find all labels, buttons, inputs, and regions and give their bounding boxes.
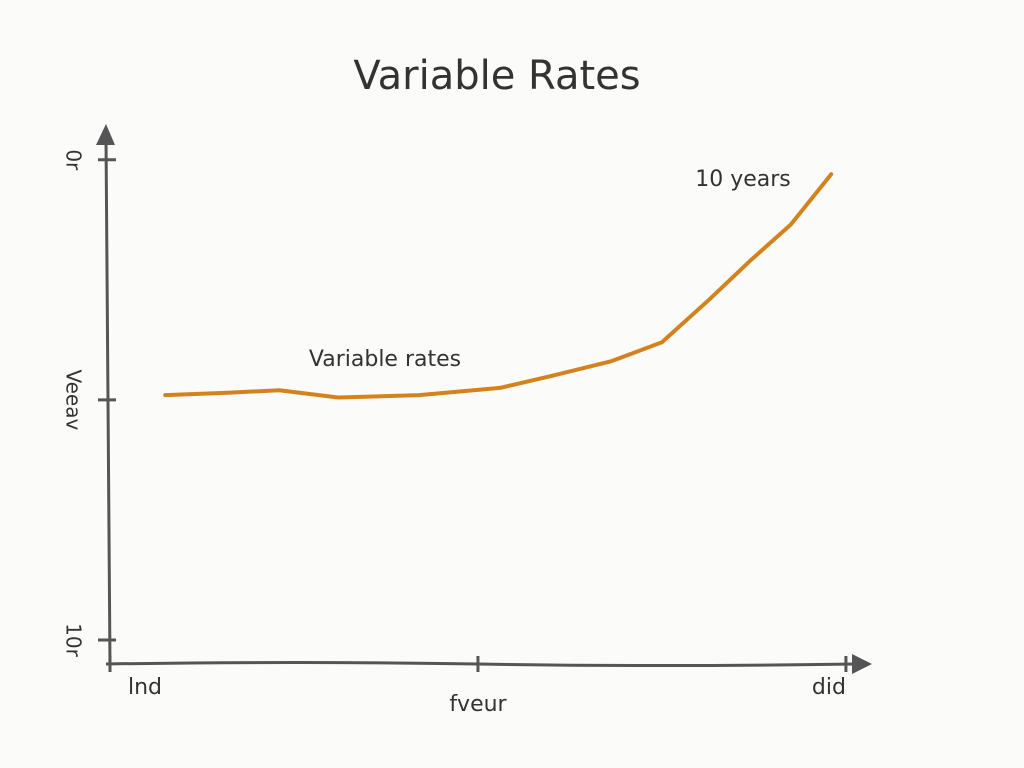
x-tick-label: fveur — [449, 692, 507, 717]
y-axis-arrow — [96, 124, 115, 145]
y-axis — [104, 137, 112, 666]
annotation: Variable rates — [309, 347, 461, 372]
x-axis-arrow — [852, 654, 872, 674]
y-tick-label: 10r — [62, 623, 86, 657]
x-tick-label: did — [812, 675, 846, 700]
x-tick-label: lnd — [128, 675, 162, 700]
annotation: 10 years — [695, 167, 791, 192]
line — [163, 172, 834, 400]
y-tick-label: Veeav — [62, 369, 86, 430]
chart-title: Variable Rates — [353, 53, 640, 99]
y-tick-label: 0r — [62, 149, 86, 171]
